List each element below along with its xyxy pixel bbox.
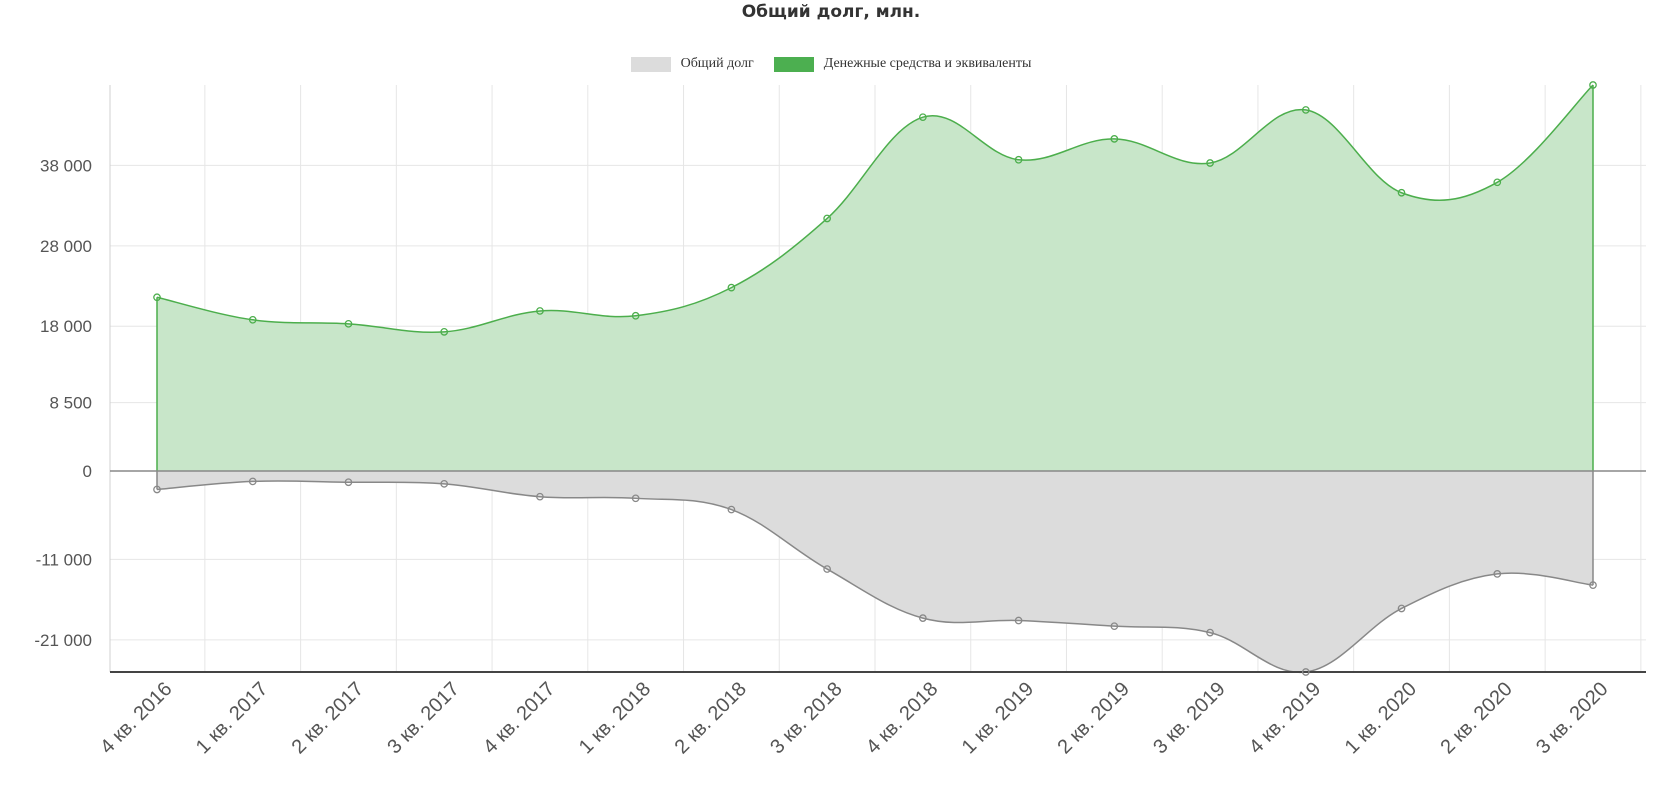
data-point[interactable]	[344, 478, 353, 487]
legend-item-debt[interactable]: Общий долг	[630, 56, 754, 72]
data-point[interactable]	[248, 477, 257, 486]
x-tick-label: 3 кв. 2018	[766, 678, 846, 758]
data-point[interactable]	[153, 293, 161, 302]
data-point[interactable]	[1397, 604, 1406, 613]
series-line-0	[156, 480, 1594, 673]
data-point[interactable]	[1589, 581, 1597, 590]
legend-label-cash: Денежные средства и эквиваленты	[823, 56, 1032, 71]
y-tick-label: 38 000	[40, 156, 92, 175]
data-point[interactable]	[536, 307, 544, 315]
x-tick-label: 2 кв. 2017	[288, 678, 368, 758]
x-tick-label: 2 кв. 2018	[671, 678, 751, 758]
x-tick-label: 4 кв. 2016	[96, 678, 176, 758]
data-point[interactable]	[1589, 81, 1597, 89]
data-point[interactable]	[1397, 188, 1406, 197]
data-point[interactable]	[440, 328, 449, 336]
y-tick-label: 28 000	[40, 237, 92, 256]
legend-item-cash[interactable]: Денежные средства и эквиваленты	[773, 56, 1032, 72]
data-point[interactable]	[631, 494, 640, 503]
legend: Общий долг Денежные средства и эквивален…	[0, 56, 1662, 72]
data-points	[153, 81, 1597, 676]
legend-label-debt: Общий долг	[680, 56, 754, 71]
x-tick-label: 3 кв. 2020	[1532, 678, 1612, 758]
data-point[interactable]	[1301, 668, 1310, 676]
data-point[interactable]	[823, 214, 831, 223]
data-point[interactable]	[1110, 622, 1119, 631]
data-point[interactable]	[1493, 178, 1502, 187]
data-point[interactable]	[727, 505, 736, 514]
x-tick-label: 4 кв. 2019	[1245, 678, 1325, 758]
series-areas	[156, 84, 1594, 673]
series-area-0	[157, 470, 1593, 673]
x-tick-label: 3 кв. 2019	[1149, 678, 1229, 758]
y-axis-ticks: 38 000 28 000 18 000 8 500 0 -11 000 -21 000	[34, 156, 92, 649]
data-point[interactable]	[1301, 106, 1310, 114]
x-tick-label: 3 кв. 2017	[383, 678, 463, 758]
x-axis-ticks: 4 кв. 2016 1 кв. 2017 2 кв. 2017 3 кв. 2017…	[96, 678, 1612, 758]
data-point[interactable]	[1014, 155, 1023, 164]
series-line-1	[156, 84, 1594, 334]
x-tick-label: 2 кв. 2020	[1436, 678, 1516, 758]
x-tick-label: 2 кв. 2019	[1053, 678, 1133, 758]
x-tick-label: 4 кв. 2018	[862, 678, 942, 758]
x-tick-label: 1 кв. 2019	[958, 678, 1038, 758]
x-tick-label: 1 кв. 2017	[192, 678, 272, 758]
data-point[interactable]	[248, 315, 257, 324]
y-tick-label: 8 500	[49, 394, 92, 413]
axes	[109, 85, 1646, 673]
data-point[interactable]	[823, 565, 831, 573]
legend-swatch-cash	[773, 56, 814, 72]
data-point[interactable]	[344, 319, 353, 328]
series-area-1	[157, 85, 1593, 471]
y-tick-label: 18 000	[40, 317, 92, 336]
data-point[interactable]	[919, 113, 927, 122]
x-tick-label: 1 кв. 2020	[1341, 678, 1421, 758]
x-tick-label: 4 кв. 2017	[479, 678, 559, 758]
data-point[interactable]	[1206, 628, 1214, 637]
data-point[interactable]	[1493, 570, 1502, 578]
y-tick-label: -11 000	[36, 550, 92, 569]
y-tick-label: 0	[83, 462, 92, 481]
data-point[interactable]	[440, 479, 449, 488]
data-point[interactable]	[1206, 159, 1214, 167]
x-tick-label: 1 кв. 2018	[575, 678, 655, 758]
data-point[interactable]	[153, 485, 161, 494]
data-point[interactable]	[1110, 135, 1119, 143]
legend-swatch-debt	[630, 56, 671, 72]
data-point[interactable]	[1014, 616, 1023, 625]
data-point[interactable]	[919, 614, 927, 622]
data-point[interactable]	[727, 283, 736, 292]
chart-title: Общий долг, млн.	[741, 2, 921, 22]
data-point[interactable]	[631, 311, 640, 320]
data-point[interactable]	[536, 492, 544, 501]
y-tick-label: -21 000	[34, 631, 92, 650]
